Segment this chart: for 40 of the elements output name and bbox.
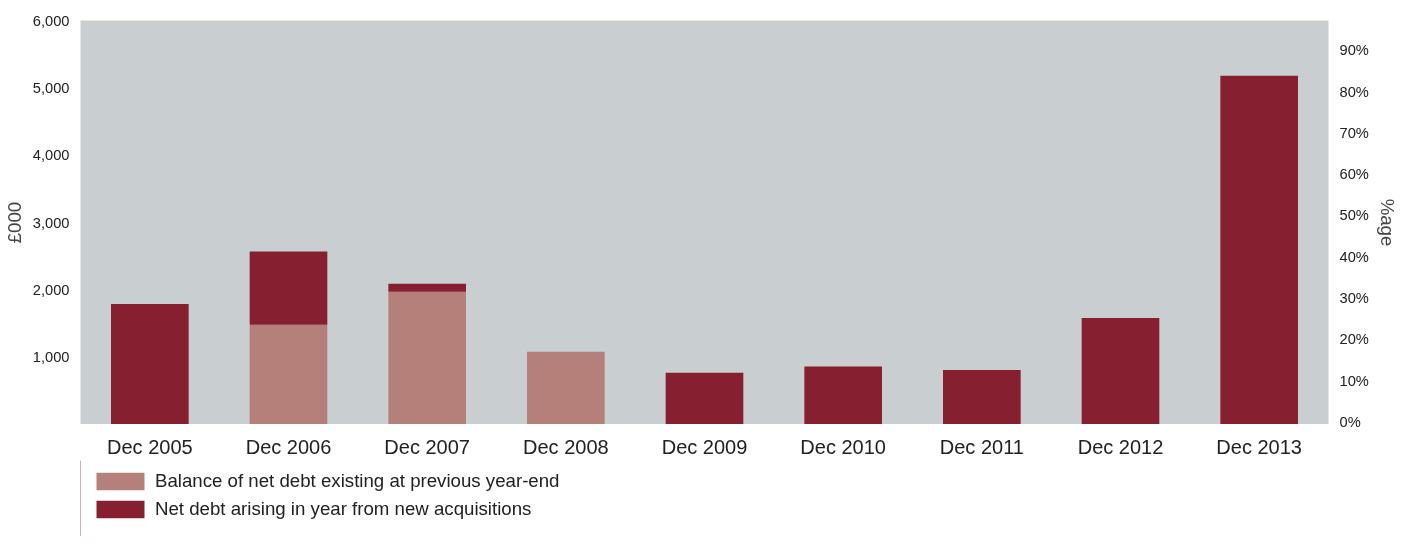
bar (943, 369, 1021, 425)
y2-tick-label: 30% (1339, 290, 1369, 307)
x-tick-label: Dec 2012 (1077, 435, 1164, 458)
x-tick-label: Dec 2010 (800, 435, 886, 458)
x-tick-label: Dec 2005 (107, 435, 193, 458)
y2-axis-title: %age (1376, 198, 1398, 247)
y2-tick-label: 90% (1339, 42, 1369, 59)
bar (388, 291, 466, 425)
y2-tick-label: 60% (1339, 166, 1369, 183)
y-tick-label: 3,000 (32, 214, 70, 231)
bar (804, 366, 882, 425)
y2-tick-label: 50% (1339, 207, 1369, 224)
y-axis-title: £000 (3, 201, 25, 244)
bar (527, 351, 605, 425)
y2-tick-label: 40% (1339, 248, 1369, 265)
x-tick-label: Dec 2006 (245, 435, 332, 458)
bar (1220, 75, 1298, 425)
y-tick-label: 6,000 (32, 12, 70, 29)
x-tick-label: Dec 2007 (384, 435, 470, 458)
bar (388, 283, 466, 292)
bar (249, 251, 328, 325)
bar (249, 324, 328, 425)
y2-tick-label: 0% (1339, 414, 1361, 431)
bar (1081, 318, 1160, 425)
x-tick-label: Dec 2008 (523, 435, 609, 458)
y2-tick-label: 80% (1339, 83, 1369, 100)
y-tick-label: 5,000 (32, 79, 70, 96)
bar (665, 372, 744, 425)
y-tick-label: 1,000 (32, 349, 70, 366)
x-tick-label: Dec 2013 (1216, 435, 1302, 458)
y2-tick-label: 70% (1339, 124, 1369, 141)
legend-label: Balance of net debt existing at previous year-end (155, 470, 560, 492)
bar (111, 303, 189, 425)
y-tick-label: 2,000 (32, 281, 70, 298)
legend-label: Net debt arising in year from new acquisitions (155, 498, 532, 520)
x-tick-label: Dec 2009 (661, 435, 748, 458)
y-tick-label: 4,000 (32, 147, 70, 164)
x-tick-label: Dec 2011 (939, 435, 1024, 458)
y2-tick-label: 20% (1339, 331, 1369, 348)
y2-tick-label: 10% (1339, 372, 1369, 389)
